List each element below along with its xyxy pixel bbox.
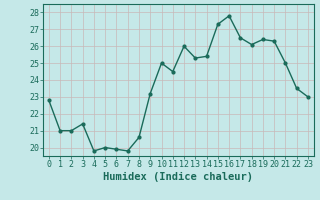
X-axis label: Humidex (Indice chaleur): Humidex (Indice chaleur) [103, 172, 253, 182]
